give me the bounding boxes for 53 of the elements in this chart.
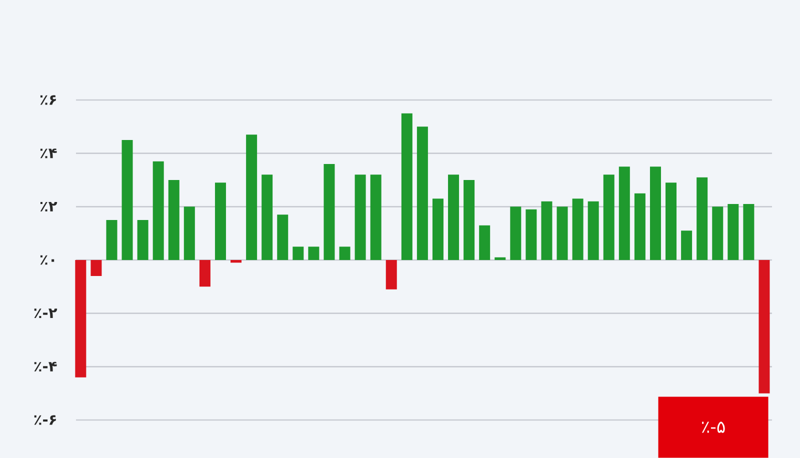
bar xyxy=(681,230,692,260)
bar xyxy=(556,206,568,260)
bar xyxy=(122,140,133,260)
y-tick-label: ٪۴ xyxy=(40,148,57,158)
bar xyxy=(308,246,320,260)
bar xyxy=(277,214,288,260)
bar xyxy=(650,166,661,260)
bar xyxy=(510,206,522,260)
bar xyxy=(618,166,630,260)
bar xyxy=(199,260,210,287)
bar xyxy=(588,201,599,260)
bar xyxy=(464,180,475,260)
bar xyxy=(184,206,195,260)
y-tick-label: ٪-۴ xyxy=(34,362,57,372)
text: ٪-۵ xyxy=(702,422,725,433)
bar xyxy=(758,260,770,394)
bar xyxy=(262,174,273,260)
bar xyxy=(572,198,584,260)
y-tick-label: ٪۰ xyxy=(40,255,54,265)
bar xyxy=(696,177,708,260)
bar xyxy=(728,204,739,260)
bar xyxy=(603,174,614,260)
bar xyxy=(214,182,226,260)
bar xyxy=(90,260,102,276)
bar xyxy=(432,198,444,260)
bar xyxy=(106,220,118,260)
bar xyxy=(339,246,350,260)
bar xyxy=(634,193,646,260)
bar xyxy=(666,182,677,260)
bar xyxy=(137,220,148,260)
bar xyxy=(168,180,180,260)
bar xyxy=(479,225,490,260)
bar xyxy=(324,164,335,260)
y-tick-label: ٪-۶ xyxy=(34,415,56,425)
bar xyxy=(292,246,304,260)
bar xyxy=(230,260,242,263)
bar xyxy=(152,161,164,260)
bar xyxy=(712,206,724,260)
y-tick-label: ٪۲ xyxy=(40,202,58,212)
bar xyxy=(494,257,506,260)
bar xyxy=(541,201,552,260)
bar xyxy=(246,134,258,260)
y-tick-label: ٪۶ xyxy=(40,95,56,105)
bar xyxy=(354,174,366,260)
bar xyxy=(743,204,754,260)
bar xyxy=(401,113,412,260)
bar xyxy=(448,174,460,260)
y-tick-label: ٪-۲ xyxy=(34,308,58,318)
bar xyxy=(386,260,397,290)
bar xyxy=(416,126,428,260)
bar xyxy=(75,260,86,378)
bar xyxy=(526,209,537,260)
bar xyxy=(370,174,382,260)
